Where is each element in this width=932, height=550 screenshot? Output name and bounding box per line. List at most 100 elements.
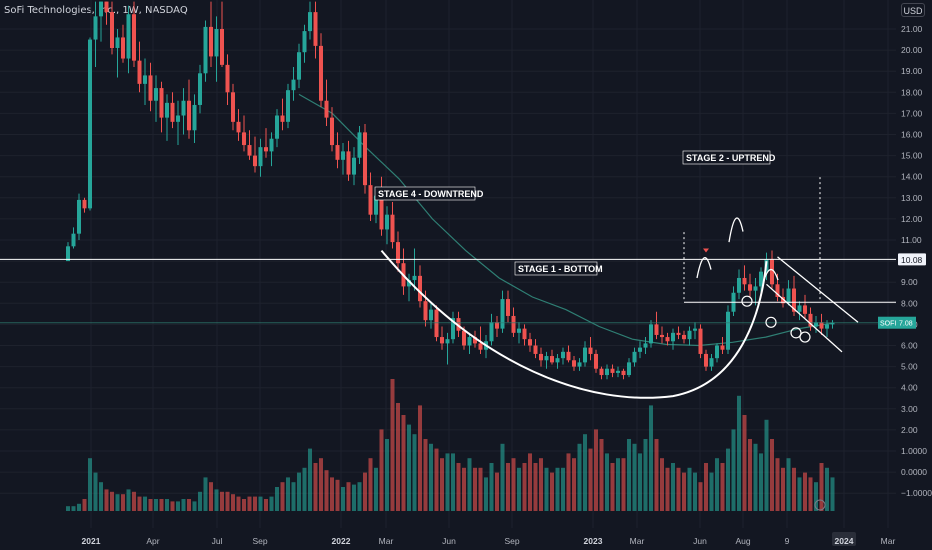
x-tick-label: 2023 — [584, 536, 603, 546]
volume-bar — [594, 429, 598, 511]
x-tick-highlight — [832, 532, 856, 546]
channel-upper-line — [777, 256, 859, 323]
volume-bar — [462, 467, 466, 511]
volume-bar — [418, 405, 422, 511]
volume-bar — [814, 482, 818, 511]
candle-body — [698, 328, 703, 354]
volume-bar — [786, 458, 791, 511]
candle-body — [517, 328, 521, 333]
candle-body — [66, 246, 70, 262]
candle-body — [231, 92, 235, 122]
volume-bar — [676, 467, 681, 511]
candle-body — [786, 288, 791, 304]
volume-bar — [566, 453, 571, 511]
shoulder-arc-left — [696, 257, 712, 279]
volume-bar — [352, 484, 356, 511]
volume-bar — [506, 463, 510, 511]
candle-body — [533, 345, 538, 354]
candle-body — [489, 322, 494, 342]
candle-body — [390, 214, 395, 243]
volume-bar — [412, 434, 417, 511]
candle-body — [319, 45, 323, 101]
candle-body — [198, 73, 202, 105]
x-tick-label: Mar — [630, 536, 645, 546]
time-axis: 2021 Apr Jul Sep 2022 Mar Jun Sep 2023 Mar Jun Aug 9… — [82, 532, 895, 546]
volume-bar — [605, 453, 609, 511]
candle-body — [286, 90, 290, 122]
volume-bar — [621, 458, 626, 511]
volume-bar — [737, 395, 741, 511]
x-tick-label: Sep — [504, 536, 519, 546]
volume-bar — [517, 467, 521, 511]
cup-curve — [380, 249, 768, 399]
volume-bar — [374, 467, 378, 511]
y-tick-label: 3.00 — [901, 404, 918, 414]
volume-bar — [495, 472, 499, 511]
volume-bar — [192, 501, 197, 511]
volume-bar — [638, 453, 642, 511]
volume-bar — [572, 458, 576, 511]
candle-body — [544, 356, 549, 361]
volume-bar — [423, 439, 428, 511]
candle-body — [462, 330, 466, 346]
candle-body — [654, 324, 659, 335]
volume-bar — [473, 467, 477, 511]
candle-body — [649, 324, 653, 344]
candle-body — [143, 75, 147, 84]
price-axis: 21.00 20.00 19.00 18.00 17.00 16.00 15.00 14.00… — [878, 24, 932, 498]
candle-body — [291, 79, 296, 91]
volume-bar — [247, 496, 252, 511]
volume-bar — [522, 463, 527, 511]
candle-body — [456, 318, 461, 331]
volume-bar — [203, 477, 208, 511]
y-tick-label: 13.00 — [901, 193, 923, 203]
moving-average-line — [298, 93, 833, 347]
volume-bar — [143, 496, 147, 511]
x-tick-label: Aug — [735, 536, 750, 546]
volume-bar — [599, 439, 604, 511]
stage-label-stage1: STAGE 1 - BOTTOM — [518, 264, 603, 274]
candle-body — [825, 324, 829, 329]
volume-bar — [181, 499, 186, 511]
candle-body — [214, 29, 219, 57]
volume-bar — [759, 453, 763, 511]
volume-bar — [269, 496, 274, 511]
candle-body — [445, 339, 450, 344]
volume-bar — [704, 463, 708, 511]
candle-body — [808, 313, 813, 327]
y-tick-label: 19.00 — [901, 66, 923, 76]
volume-bar — [781, 467, 785, 511]
candle-body — [181, 100, 186, 116]
volume-bar — [500, 443, 505, 511]
candle-body — [814, 322, 818, 327]
volume-bar — [577, 443, 582, 511]
candle-body — [170, 102, 175, 122]
candle-body — [803, 305, 807, 314]
candle-body — [104, 1, 109, 13]
volume-bar — [341, 487, 345, 511]
volume-bar — [819, 463, 824, 511]
volume-bar — [511, 458, 516, 511]
volume-bar — [390, 379, 395, 511]
candle-body — [594, 353, 598, 369]
volume-bar — [709, 472, 714, 511]
volume-bar — [220, 491, 224, 511]
candle-body — [423, 301, 428, 321]
resistance-price-badge — [898, 253, 926, 266]
candle-body — [148, 75, 153, 101]
volume-bar — [159, 499, 164, 511]
y-tick-label: 5.00 — [901, 362, 918, 372]
candle-body — [407, 280, 411, 287]
currency-button[interactable]: USD — [901, 3, 925, 17]
candle-body — [726, 311, 730, 350]
volume-bar — [308, 448, 312, 511]
volume-bar — [231, 494, 235, 511]
candle-body — [671, 332, 675, 342]
volume-bar — [110, 491, 114, 511]
volume-bar — [698, 482, 703, 511]
y-tick-label: 6.00 — [901, 341, 918, 351]
candle-body — [368, 185, 373, 215]
candle-body — [187, 100, 191, 131]
candle-body — [572, 360, 576, 367]
